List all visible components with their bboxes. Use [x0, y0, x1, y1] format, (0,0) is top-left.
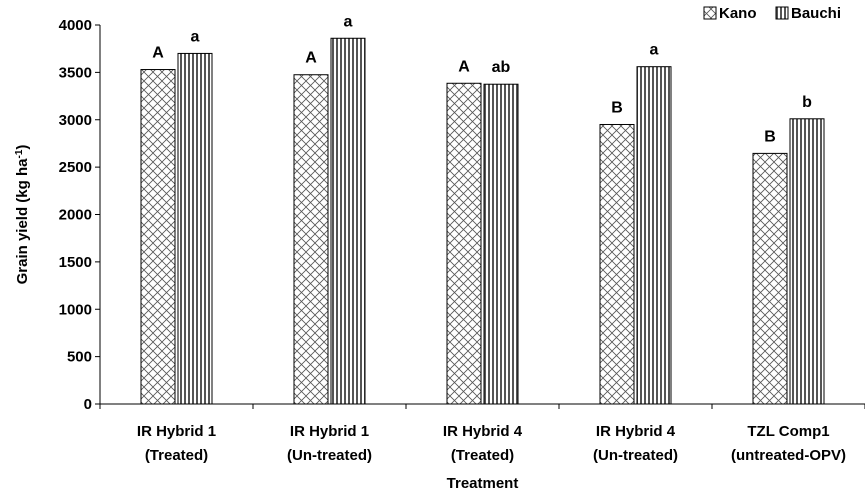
x-tick-label: (Treated) — [145, 447, 208, 464]
x-axis-title: Treatment — [447, 475, 519, 492]
significance-label: ab — [492, 59, 511, 76]
bar-bauchi — [331, 38, 365, 404]
plot-area: Aa Aa A ab Ba Bb — [141, 13, 824, 404]
x-tick-label: IR Hybrid 1 — [290, 423, 369, 440]
bar-bauchi — [178, 53, 212, 404]
y-axis-title: Grain yield (kg ha-1) — [14, 145, 32, 285]
y-tick-label: 500 — [67, 349, 92, 366]
x-tick-label: IR Hybrid 1 — [137, 423, 216, 440]
significance-label: b — [802, 94, 812, 111]
y-tick-label: 1500 — [59, 254, 92, 271]
y-tick-label: 2000 — [59, 207, 92, 224]
bar-bauchi — [484, 84, 518, 404]
significance-label: a — [344, 13, 353, 30]
y-tick-label: 1000 — [59, 301, 92, 318]
bar-kano — [141, 70, 175, 404]
legend: Kano Bauchi — [704, 5, 841, 22]
y-tick-label: 0 — [84, 396, 92, 413]
legend-swatch-bauchi — [776, 7, 788, 19]
significance-label: a — [650, 42, 659, 59]
x-tick-label: IR Hybrid 4 — [443, 423, 523, 440]
significance-label: B — [611, 99, 623, 116]
x-tick-label: TZL Comp1 — [747, 423, 829, 440]
y-tick-label: 3500 — [59, 64, 92, 81]
significance-label: a — [191, 28, 200, 45]
x-tick-label: (untreated-OPV) — [731, 447, 846, 464]
significance-label: A — [152, 45, 164, 62]
bar-bauchi — [790, 119, 824, 404]
y-tick-label: 3000 — [59, 112, 92, 129]
legend-label-kano: Kano — [719, 5, 757, 22]
significance-label: A — [458, 58, 470, 75]
legend-swatch-kano — [704, 7, 716, 19]
x-tick-label: (Treated) — [451, 447, 514, 464]
legend-label-bauchi: Bauchi — [791, 5, 841, 22]
bar-bauchi — [637, 67, 671, 404]
bar-kano — [600, 124, 634, 404]
bar-kano — [294, 75, 328, 404]
x-tick-label: (Un-treated) — [287, 447, 372, 464]
y-tick-label: 4000 — [59, 17, 92, 34]
bar-kano — [447, 83, 481, 404]
x-tick-label: (Un-treated) — [593, 447, 678, 464]
bar-kano — [753, 153, 787, 404]
x-tick-label: IR Hybrid 4 — [596, 423, 676, 440]
significance-label: A — [305, 50, 317, 67]
y-tick-label: 2500 — [59, 159, 92, 176]
significance-label: B — [764, 128, 776, 145]
